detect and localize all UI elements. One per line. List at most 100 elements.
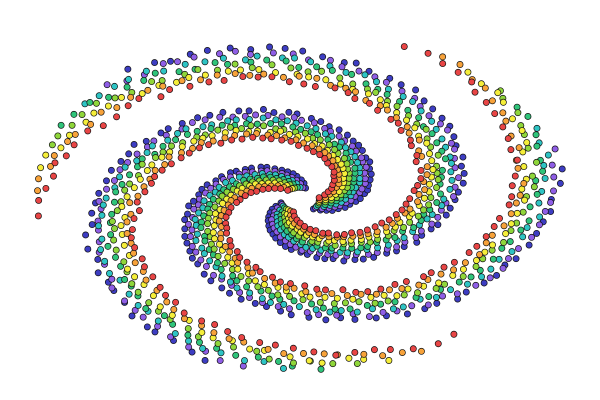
data-point [437, 190, 444, 198]
data-point [234, 265, 242, 273]
data-point [216, 50, 223, 58]
data-point [415, 281, 423, 289]
data-point [143, 323, 151, 331]
data-point [429, 166, 437, 173]
data-point [269, 273, 276, 281]
data-point [112, 188, 120, 196]
data-point [291, 54, 298, 62]
data-point [514, 164, 522, 172]
data-point [410, 187, 418, 194]
data-point [278, 113, 286, 121]
data-point [126, 199, 134, 207]
data-point [123, 193, 131, 201]
data-point [253, 347, 261, 355]
data-point [500, 222, 508, 230]
data-point [386, 346, 394, 353]
data-point [174, 129, 181, 137]
data-point [97, 108, 105, 116]
data-point [206, 111, 214, 119]
data-point [420, 194, 428, 202]
data-point [533, 229, 541, 237]
data-point [156, 283, 164, 291]
data-point [224, 60, 232, 68]
data-point [541, 174, 549, 182]
data-point [210, 222, 218, 230]
data-point [374, 106, 382, 114]
data-point [464, 280, 471, 288]
data-point [186, 82, 194, 90]
data-point [111, 198, 118, 206]
data-point [287, 311, 295, 319]
data-point [511, 172, 519, 180]
data-point [377, 300, 385, 308]
data-point [193, 230, 201, 238]
data-point [286, 280, 294, 288]
data-point [428, 157, 436, 165]
data-point [238, 334, 246, 341]
data-point [454, 68, 462, 76]
data-point [426, 150, 433, 158]
data-point [317, 118, 325, 126]
data-point [370, 346, 378, 354]
data-point [159, 60, 167, 68]
data-point [425, 293, 433, 300]
data-point [308, 300, 316, 308]
data-point [310, 348, 318, 356]
data-point [66, 131, 73, 139]
data-point [84, 127, 92, 135]
data-point [135, 95, 143, 102]
data-point [303, 144, 311, 152]
data-point [95, 189, 103, 197]
data-point [344, 249, 351, 257]
data-point [136, 175, 144, 183]
data-point [414, 212, 422, 220]
data-point [428, 117, 436, 125]
data-point [415, 114, 423, 122]
data-point [439, 292, 446, 300]
data-point [131, 244, 139, 252]
data-point [200, 250, 208, 258]
data-point [433, 184, 441, 191]
data-point [226, 237, 234, 244]
data-point [267, 135, 275, 143]
data-point [102, 194, 110, 202]
data-point [402, 200, 410, 208]
data-point [533, 124, 541, 132]
data-point [87, 120, 95, 128]
data-point [260, 122, 268, 130]
data-point [500, 239, 508, 246]
data-point [322, 316, 330, 324]
data-point [295, 303, 303, 311]
data-point [144, 86, 152, 94]
data-point [107, 231, 115, 239]
data-point [162, 291, 169, 299]
data-point [321, 130, 329, 138]
data-point [167, 57, 174, 65]
data-point [252, 263, 260, 271]
data-point [382, 223, 390, 231]
data-point [278, 136, 286, 144]
data-point [348, 70, 356, 78]
data-point [202, 262, 210, 270]
data-point [415, 136, 423, 144]
data-point [253, 120, 261, 128]
data-point [110, 236, 118, 244]
data-point [393, 292, 401, 300]
data-point [530, 183, 538, 191]
data-point [328, 290, 336, 298]
data-point [520, 180, 528, 187]
data-point [207, 125, 215, 133]
data-point [246, 345, 254, 353]
data-point [360, 350, 368, 358]
data-point [446, 185, 454, 193]
data-point [303, 309, 311, 317]
data-point [185, 220, 192, 228]
data-point [214, 126, 222, 134]
data-point [353, 360, 361, 367]
data-point [188, 242, 196, 250]
data-point [547, 198, 555, 206]
data-point [506, 238, 514, 246]
data-point [148, 78, 156, 86]
data-point [428, 220, 436, 228]
data-point [453, 290, 461, 298]
